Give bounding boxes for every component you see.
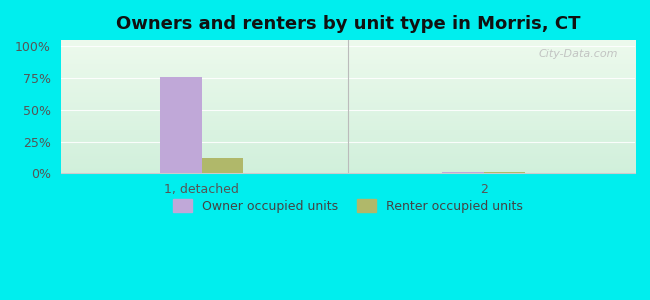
Bar: [442, 172, 484, 173]
Bar: [202, 158, 243, 173]
Title: Owners and renters by unit type in Morris, CT: Owners and renters by unit type in Morri…: [116, 15, 580, 33]
Legend: Owner occupied units, Renter occupied units: Owner occupied units, Renter occupied un…: [168, 194, 527, 218]
Bar: [484, 172, 525, 173]
Text: City-Data.com: City-Data.com: [538, 50, 617, 59]
Bar: [160, 77, 202, 173]
